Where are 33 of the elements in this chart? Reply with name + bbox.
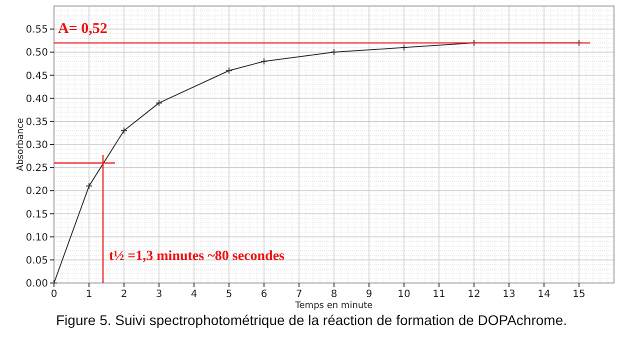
x-tick-label: 4 bbox=[190, 289, 198, 300]
y-tick-label: 0.10 bbox=[26, 232, 48, 244]
x-tick-label: 10 bbox=[398, 289, 410, 300]
y-tick-label: 0.40 bbox=[26, 94, 48, 105]
y-tick-label: 0.35 bbox=[26, 116, 48, 128]
x-tick-label: 6 bbox=[260, 289, 268, 300]
y-tick-label: 0.00 bbox=[26, 278, 48, 290]
x-tick-label: 8 bbox=[330, 289, 338, 300]
caption: Figure 5. Suivi spectrophotométrique de la réaction de formation de DOPAchrome. bbox=[56, 312, 567, 328]
x-tick-label: 1 bbox=[86, 289, 92, 300]
x-tick-label: 7 bbox=[296, 289, 302, 300]
x-tick-label: 3 bbox=[156, 289, 162, 300]
y-tick-label: 0.50 bbox=[26, 48, 48, 59]
y-tick-label: 0.05 bbox=[26, 255, 48, 266]
x-tick-label: 2 bbox=[120, 289, 128, 300]
y-tick-label: 0.15 bbox=[26, 209, 48, 220]
x-tick-label: 9 bbox=[366, 289, 372, 300]
x-axis-title: Temps en minute bbox=[294, 301, 374, 311]
y-tick-label: 0.55 bbox=[26, 24, 48, 36]
x-tick-label: 14 bbox=[538, 289, 550, 300]
x-tick-label: 15 bbox=[572, 289, 586, 300]
x-tick-label: 0 bbox=[50, 289, 58, 300]
x-tick-label: 12 bbox=[468, 289, 480, 300]
annotation: t½ =1,3 minutes ~80 secondes bbox=[109, 248, 286, 264]
y-tick-label: 0.45 bbox=[26, 70, 48, 82]
y-axis-title: Absorbance bbox=[16, 117, 26, 172]
y-tick-label: 0.25 bbox=[26, 163, 48, 174]
x-tick-label: 13 bbox=[502, 289, 516, 300]
x-tick-label: 5 bbox=[226, 289, 232, 300]
x-tick-label: 11 bbox=[432, 289, 446, 300]
ref-line-label: A= 0,52 bbox=[58, 20, 108, 37]
y-tick-label: 0.30 bbox=[26, 140, 48, 151]
y-tick-label: 0.20 bbox=[26, 186, 48, 198]
